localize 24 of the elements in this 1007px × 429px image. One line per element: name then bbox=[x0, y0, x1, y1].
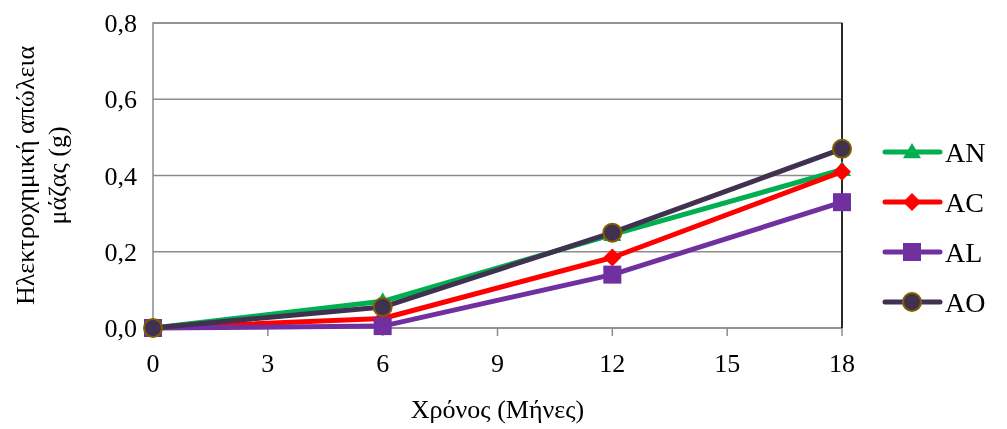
y-tick-label: 0,4 bbox=[104, 161, 137, 191]
x-tick-label: 6 bbox=[376, 349, 390, 378]
x-tick-label: 3 bbox=[261, 349, 275, 378]
x-tick-label: 12 bbox=[599, 349, 626, 378]
y-tick-label: 0,0 bbox=[104, 314, 137, 343]
x-tick-label: 0 bbox=[146, 349, 160, 378]
y-tick-label: 0,8 bbox=[104, 9, 137, 38]
x-axis-title: Χρόνος (Μήνες) bbox=[410, 395, 585, 424]
x-tick-label: 18 bbox=[829, 349, 855, 378]
legend-label: AC bbox=[945, 187, 984, 218]
point bbox=[373, 317, 392, 336]
legend-label: AN bbox=[945, 137, 986, 168]
point bbox=[832, 138, 852, 159]
legend-label: AL bbox=[945, 237, 983, 268]
legend-label: AO bbox=[945, 287, 986, 318]
x-tick-label: 15 bbox=[714, 349, 741, 378]
point bbox=[603, 265, 622, 284]
y-axis-title: Ηλεκτροχημική απώλεια μάζας (g) bbox=[11, 45, 72, 306]
y-tick-label: 0,6 bbox=[104, 85, 137, 115]
point bbox=[603, 248, 622, 267]
point bbox=[833, 162, 851, 181]
point bbox=[833, 193, 851, 212]
y-tick-label: 0,2 bbox=[104, 237, 137, 267]
x-tick-label: 9 bbox=[491, 349, 504, 378]
